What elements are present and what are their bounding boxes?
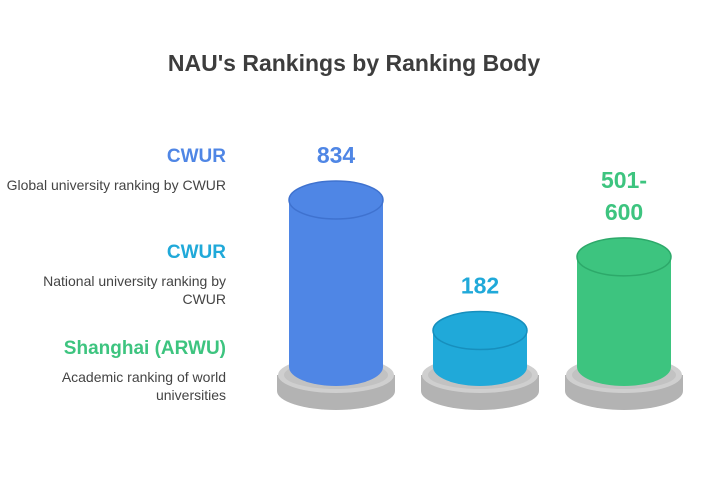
chart-title: NAU's Rankings by Ranking Body xyxy=(167,50,541,76)
bar-3 xyxy=(576,237,672,386)
legend-entry-arwu: Shanghai (ARWU) Academic ranking of worl… xyxy=(6,338,226,404)
data-label: 834 xyxy=(317,142,356,168)
legend-description: National university ranking by CWUR xyxy=(43,273,226,307)
bar-1 xyxy=(288,180,384,386)
bar-top xyxy=(432,310,528,351)
legend-description: Global university ranking by CWUR xyxy=(6,177,226,193)
legend-name: Shanghai (ARWU) xyxy=(63,338,226,359)
bar-top xyxy=(288,180,384,220)
legend-description: Academic ranking of world universities xyxy=(61,369,226,403)
data-label: 501-600 xyxy=(601,167,647,225)
bar-body xyxy=(289,200,383,386)
data-label: 182 xyxy=(461,273,499,299)
bar-2 xyxy=(432,310,528,386)
legend-name: CWUR xyxy=(166,242,226,263)
legend-name: CWUR xyxy=(166,146,226,167)
bar-top xyxy=(576,237,672,277)
legend-entry-national-cwur: CWUR National university ranking by CWUR xyxy=(6,242,226,308)
legend-entry-global-cwur: CWUR Global university ranking by CWUR xyxy=(6,146,226,194)
bar-body xyxy=(577,256,671,386)
